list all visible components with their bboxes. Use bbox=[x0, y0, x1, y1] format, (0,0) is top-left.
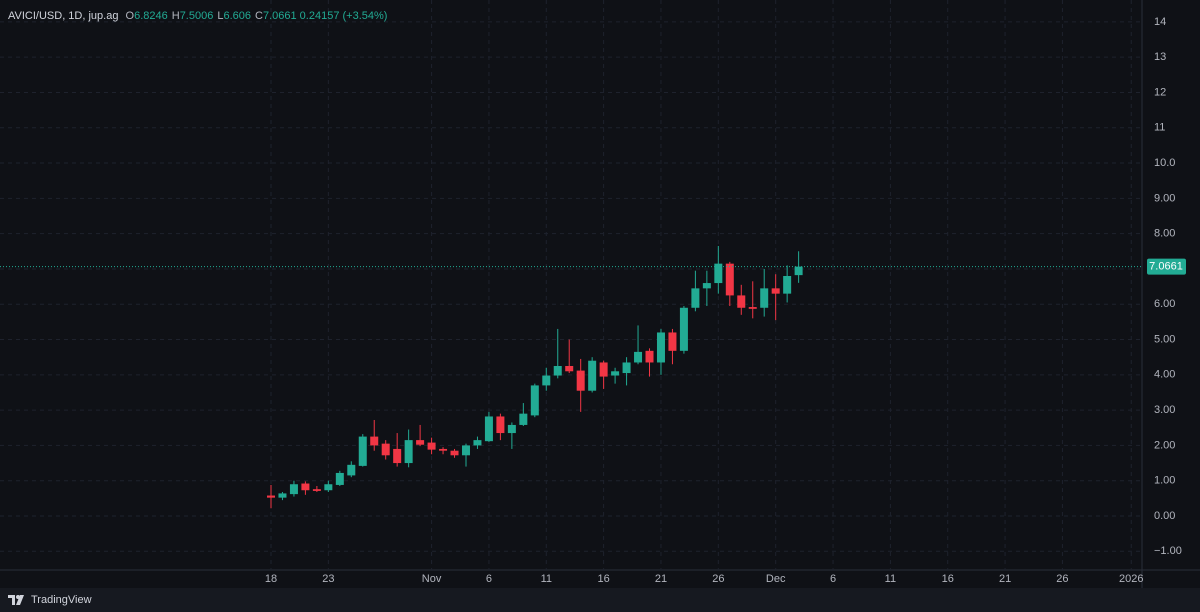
candle-body bbox=[794, 266, 803, 276]
x-tick-label: Nov bbox=[422, 573, 442, 585]
candle-body bbox=[771, 288, 780, 294]
field-value: 6.606 bbox=[223, 10, 251, 22]
candle-body bbox=[530, 385, 539, 416]
field-value: 6.8246 bbox=[134, 10, 168, 22]
candle-body bbox=[714, 263, 723, 284]
candle-body bbox=[565, 366, 574, 372]
y-tick-label: 4.00 bbox=[1154, 369, 1175, 381]
candle-body bbox=[668, 332, 677, 351]
candle-body bbox=[656, 332, 665, 363]
candle-body bbox=[267, 495, 275, 498]
ohlc-fields: O6.8246 H7.5006 L6.606 C7.0661 bbox=[122, 10, 297, 22]
field-value: 7.5006 bbox=[179, 10, 214, 22]
candle-body bbox=[301, 483, 310, 491]
candle-body bbox=[312, 489, 321, 491]
y-tick-label: 2.00 bbox=[1154, 439, 1175, 451]
x-tick-label: 2026 bbox=[1119, 573, 1143, 585]
x-tick-label: 26 bbox=[712, 573, 724, 585]
y-tick-label: 1.00 bbox=[1154, 475, 1175, 487]
symbol-legend: AVICI/USD, 1D, jup.ag O6.8246 H7.5006 L6.6… bbox=[8, 10, 387, 22]
candle-body bbox=[461, 445, 470, 456]
logo bbox=[8, 595, 24, 605]
candle-body bbox=[645, 350, 654, 363]
candle-body bbox=[588, 360, 597, 391]
candle-body bbox=[542, 375, 551, 386]
x-tick-label: 16 bbox=[942, 573, 954, 585]
candle-body bbox=[760, 288, 769, 308]
x-tick-label: 11 bbox=[885, 573, 896, 585]
last-price-label: 7.0661 bbox=[1149, 261, 1183, 273]
candle-body bbox=[737, 295, 746, 308]
candle-body bbox=[622, 362, 631, 374]
candle-body bbox=[381, 443, 390, 456]
candle-body bbox=[691, 288, 700, 308]
candle-body bbox=[278, 493, 287, 498]
candle-body bbox=[484, 416, 493, 442]
candle-body bbox=[599, 362, 608, 377]
candle-body bbox=[576, 370, 585, 391]
footer-bar bbox=[0, 588, 1200, 612]
field-value: 7.0661 bbox=[262, 10, 297, 22]
x-tick-label: 6 bbox=[486, 573, 492, 585]
candle-body bbox=[634, 351, 643, 363]
candle-body bbox=[679, 307, 688, 351]
x-tick-label: 11 bbox=[541, 573, 552, 585]
candle-body bbox=[450, 450, 459, 456]
candle-body bbox=[702, 283, 711, 289]
candle-body bbox=[783, 276, 792, 294]
footer: TradingView bbox=[8, 594, 92, 606]
candle-body bbox=[427, 442, 436, 450]
candle-body bbox=[370, 436, 379, 446]
change: 0.24157 bbox=[299, 10, 340, 22]
candle-body bbox=[393, 448, 402, 464]
field-key: O bbox=[125, 10, 135, 22]
field-key: L bbox=[217, 10, 224, 22]
candle-body bbox=[496, 416, 505, 434]
x-tick-label: 21 bbox=[655, 573, 667, 585]
brand: TradingView bbox=[31, 594, 92, 606]
x-tick-label: 16 bbox=[598, 573, 610, 585]
candle-body bbox=[611, 371, 620, 376]
candle-body bbox=[347, 464, 356, 476]
y-tick-label: 8.00 bbox=[1154, 228, 1175, 240]
candle-body bbox=[358, 436, 367, 466]
candle-body bbox=[289, 484, 298, 495]
candle-body bbox=[473, 440, 482, 446]
field-key: C bbox=[255, 10, 263, 22]
last-price-box bbox=[1147, 258, 1186, 275]
candle-body bbox=[725, 263, 734, 296]
y-tick-label: 10.0 bbox=[1154, 157, 1175, 169]
y-tick-label: 14 bbox=[1154, 16, 1166, 28]
y-tick-label: 0.00 bbox=[1154, 510, 1175, 522]
x-tick-label: Dec bbox=[766, 573, 786, 585]
y-tick-label: 11 bbox=[1154, 122, 1165, 134]
y-tick-label: 9.00 bbox=[1154, 192, 1175, 204]
y-tick-label: 12 bbox=[1154, 86, 1166, 98]
candle-body bbox=[416, 440, 425, 445]
change-pct: (+3.54%) bbox=[342, 10, 388, 22]
field-key: H bbox=[171, 10, 180, 22]
candle-body bbox=[335, 472, 344, 485]
x-tick-label: 6 bbox=[830, 573, 836, 585]
x-tick-label: 18 bbox=[265, 573, 277, 585]
candle-body bbox=[519, 413, 528, 425]
candle-body bbox=[404, 440, 413, 464]
x-tick-label: 21 bbox=[999, 573, 1011, 585]
y-tick-label: 5.00 bbox=[1154, 333, 1175, 345]
candle-body bbox=[507, 424, 516, 434]
y-tick-label: 13 bbox=[1154, 51, 1166, 63]
candle-body bbox=[439, 448, 448, 451]
candle-body bbox=[553, 366, 562, 376]
symbol: AVICI/USD, 1D, jup.ag bbox=[8, 10, 119, 22]
y-tick-label: 6.00 bbox=[1154, 298, 1175, 310]
x-tick-label: 26 bbox=[1056, 573, 1068, 585]
y-tick-label: −1.00 bbox=[1154, 545, 1182, 557]
candle-body bbox=[748, 307, 757, 309]
candle-body bbox=[324, 484, 333, 491]
x-tick-label: 23 bbox=[322, 573, 334, 585]
y-tick-label: 3.00 bbox=[1154, 404, 1175, 416]
